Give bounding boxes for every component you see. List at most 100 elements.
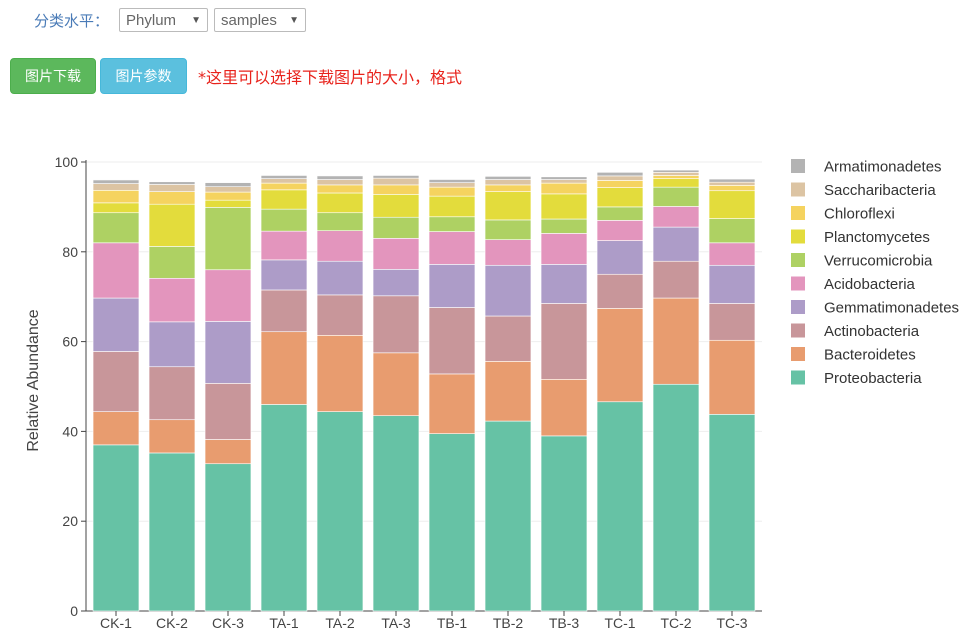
- bar-segment-chloroflexi: [484, 184, 532, 192]
- bar-segment-actinobacteria: [260, 289, 308, 333]
- bar-segment-verrucomicrobia: [316, 212, 364, 231]
- samples-value: samples: [221, 11, 277, 29]
- bar-segment-armatimonadetes: [316, 175, 364, 180]
- legend-swatch-chloroflexi: [791, 206, 805, 220]
- legend-label: Actinobacteria: [824, 323, 920, 340]
- bar-segment-bacteroidetes: [148, 419, 196, 454]
- bar-segment-planctomycetes: [708, 190, 756, 219]
- bar-segment-proteobacteria: [92, 444, 140, 612]
- bar-segment-bacteroidetes: [708, 339, 756, 415]
- bar-segment-saccharibacteria: [372, 177, 420, 186]
- y-tick-label: 40: [62, 423, 78, 439]
- y-tick-label: 60: [62, 334, 78, 350]
- bar-segment-verrucomicrobia: [92, 212, 140, 244]
- legend-swatch-verrucomicrobia: [791, 253, 805, 267]
- bar-segment-verrucomicrobia: [204, 207, 252, 271]
- legend-label: Verrucomicrobia: [824, 253, 933, 270]
- bar-segment-proteobacteria: [204, 463, 252, 612]
- bar-segment-verrucomicrobia: [596, 206, 644, 221]
- x-tick-label: TA-1: [269, 615, 299, 631]
- x-tick-label: TC-1: [604, 615, 635, 631]
- bar-segment-armatimonadetes: [540, 176, 588, 180]
- bar-segment-acidobacteria: [92, 242, 140, 299]
- bar-segment-bacteroidetes: [428, 373, 476, 434]
- bar-segment-planctomycetes: [260, 189, 308, 210]
- chevron-down-icon: ▼: [289, 14, 300, 26]
- legend-swatch-planctomycetes: [791, 229, 805, 244]
- bar-segment-armatimonadetes: [204, 182, 252, 187]
- bar-segment-proteobacteria: [260, 404, 308, 612]
- bar-segment-saccharibacteria: [484, 179, 532, 186]
- image-params-button[interactable]: 图片参数: [100, 58, 187, 94]
- bar-segment-actinobacteria: [428, 307, 476, 375]
- bar-segment-actinobacteria: [652, 260, 700, 299]
- bar-segment-armatimonadetes: [260, 175, 308, 179]
- bar-segment-proteobacteria: [484, 420, 532, 612]
- bar-segment-chloroflexi: [260, 182, 308, 191]
- bar-segment-bacteroidetes: [260, 331, 308, 405]
- bar-segment-verrucomicrobia: [652, 186, 700, 207]
- bar-segment-chloroflexi: [652, 175, 700, 179]
- bar-segment-planctomycetes: [92, 202, 140, 214]
- samples-select[interactable]: samples ▼: [214, 8, 307, 32]
- x-tick-label: CK-1: [100, 615, 132, 631]
- bar-segment-gemmatimonadetes: [372, 269, 420, 297]
- x-tick-label: TC-3: [716, 615, 747, 631]
- legend-label: Gemmatimonadetes: [824, 300, 959, 317]
- x-tick-label: TA-2: [325, 615, 355, 631]
- bar-segment-armatimonadetes: [428, 179, 476, 183]
- bar-segment-armatimonadetes: [596, 172, 644, 177]
- x-tick-label: TA-3: [381, 615, 411, 631]
- bar-segment-planctomycetes: [484, 191, 532, 221]
- bar-segment-proteobacteria: [596, 401, 644, 612]
- bar-segment-verrucomicrobia: [484, 219, 532, 240]
- download-hint-text: *这里可以选择下载图片的大小，格式: [198, 68, 463, 87]
- bar-segment-chloroflexi: [372, 184, 420, 195]
- y-axis-title: Relative Abundance: [25, 309, 42, 451]
- bar-segment-saccharibacteria: [428, 182, 476, 188]
- bar-segment-acidobacteria: [148, 277, 196, 323]
- bar-segment-gemmatimonadetes: [484, 264, 532, 317]
- bar-segment-gemmatimonadetes: [652, 226, 700, 262]
- bar-segment-saccharibacteria: [204, 186, 252, 193]
- bar-segment-chloroflexi: [708, 185, 756, 192]
- legend-swatch-actinobacteria: [791, 323, 805, 338]
- bar-segment-planctomycetes: [652, 178, 700, 188]
- bar-segment-proteobacteria: [372, 415, 420, 612]
- bar-segment-proteobacteria: [708, 414, 756, 612]
- download-image-button[interactable]: 图片下载: [10, 58, 96, 94]
- legend-swatch-gemmatimonadetes: [791, 300, 805, 314]
- bar-segment-acidobacteria: [484, 239, 532, 266]
- bar-segment-acidobacteria: [652, 206, 700, 228]
- bar-segment-bacteroidetes: [596, 308, 644, 403]
- bar-segment-bacteroidetes: [316, 335, 364, 412]
- legend-label: Armatimonadetes: [824, 159, 942, 176]
- taxonomy-level-select[interactable]: Phylum ▼: [119, 8, 209, 32]
- x-tick-label: CK-3: [212, 615, 244, 631]
- bar-segment-gemmatimonadetes: [708, 264, 756, 304]
- legend-swatch-acidobacteria: [791, 276, 805, 291]
- bar-segment-chloroflexi: [204, 191, 252, 201]
- bar-segment-planctomycetes: [204, 199, 252, 208]
- bar-segment-saccharibacteria: [596, 175, 644, 181]
- bar-segment-chloroflexi: [596, 180, 644, 188]
- bar-segment-bacteroidetes: [652, 297, 700, 385]
- bar-segment-armatimonadetes: [148, 181, 196, 185]
- taxonomy-level-label: 分类水平：: [34, 12, 110, 30]
- bar-segment-armatimonadetes: [372, 175, 420, 179]
- bar-segment-gemmatimonadetes: [540, 264, 588, 304]
- bar-segment-saccharibacteria: [708, 181, 756, 186]
- legend-swatch-saccharibacteria: [791, 182, 805, 197]
- taxonomy-level-value: Phylum: [126, 11, 177, 29]
- bar-segment-bacteroidetes: [484, 361, 532, 422]
- legend-swatch-armatimonadetes: [791, 159, 805, 173]
- bar-segment-bacteroidetes: [540, 379, 588, 437]
- bar-segment-gemmatimonadetes: [204, 321, 252, 384]
- bar-segment-planctomycetes: [428, 195, 476, 218]
- bar-segment-gemmatimonadetes: [596, 240, 644, 275]
- bar-segment-armatimonadetes: [652, 169, 700, 173]
- bar-segment-acidobacteria: [372, 238, 420, 270]
- bar-segment-actinobacteria: [484, 315, 532, 362]
- bar-segment-verrucomicrobia: [708, 218, 756, 244]
- legend-swatch-bacteroidetes: [791, 347, 805, 361]
